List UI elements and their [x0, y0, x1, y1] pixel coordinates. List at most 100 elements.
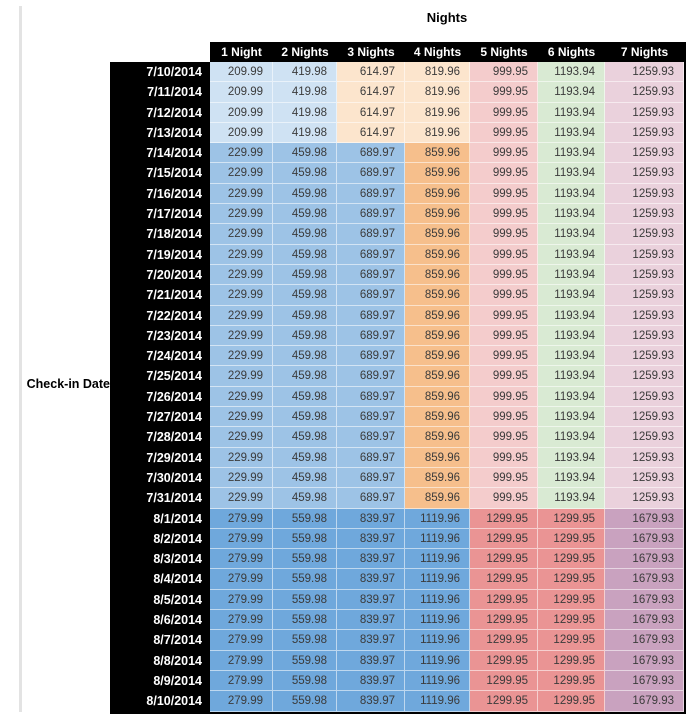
price-cell[interactable]: 839.97	[337, 589, 405, 611]
price-cell[interactable]: 1259.93	[605, 447, 684, 468]
price-cell[interactable]: 689.97	[337, 305, 405, 326]
price-cell[interactable]: 1193.94	[538, 244, 605, 265]
price-cell[interactable]: 559.98	[273, 508, 337, 529]
price-cell[interactable]: 459.98	[273, 325, 337, 347]
price-cell[interactable]: 459.98	[273, 224, 337, 245]
price-cell[interactable]: 614.97	[337, 62, 405, 83]
price-cell[interactable]: 1259.93	[605, 163, 684, 184]
price-cell[interactable]: 1259.93	[605, 488, 684, 509]
price-cell[interactable]: 1679.93	[605, 549, 684, 570]
row-header-date[interactable]: 7/18/2014	[110, 224, 210, 245]
price-cell[interactable]: 419.98	[273, 122, 337, 144]
price-cell[interactable]: 999.95	[470, 204, 538, 225]
price-cell[interactable]: 1193.94	[538, 102, 605, 123]
price-cell[interactable]: 1193.94	[538, 488, 605, 509]
price-cell[interactable]: 1299.95	[470, 528, 538, 550]
price-cell[interactable]: 209.99	[210, 102, 273, 123]
price-cell[interactable]: 209.99	[210, 82, 273, 103]
row-header-date[interactable]: 7/26/2014	[110, 386, 210, 408]
price-cell[interactable]: 1259.93	[605, 143, 684, 164]
row-header-date[interactable]: 8/3/2014	[110, 549, 210, 570]
price-cell[interactable]: 689.97	[337, 467, 405, 489]
price-cell[interactable]: 459.98	[273, 447, 337, 468]
price-cell[interactable]: 999.95	[470, 244, 538, 265]
price-cell[interactable]: 279.99	[210, 528, 273, 550]
price-cell[interactable]: 1299.95	[470, 508, 538, 529]
price-cell[interactable]: 839.97	[337, 528, 405, 550]
price-cell[interactable]: 859.96	[405, 366, 470, 387]
price-cell[interactable]: 459.98	[273, 305, 337, 326]
row-header-date[interactable]: 7/24/2014	[110, 346, 210, 367]
price-cell[interactable]: 859.96	[405, 305, 470, 326]
price-cell[interactable]: 1679.93	[605, 569, 684, 590]
price-cell[interactable]: 1679.93	[605, 589, 684, 611]
price-cell[interactable]: 1119.96	[405, 650, 470, 671]
price-cell[interactable]: 1259.93	[605, 467, 684, 489]
row-header-date[interactable]: 7/25/2014	[110, 366, 210, 387]
price-cell[interactable]: 999.95	[470, 82, 538, 103]
price-cell[interactable]: 1259.93	[605, 264, 684, 286]
price-cell[interactable]: 1259.93	[605, 305, 684, 326]
price-cell[interactable]: 689.97	[337, 427, 405, 448]
price-cell[interactable]: 559.98	[273, 589, 337, 611]
price-cell[interactable]: 1259.93	[605, 285, 684, 306]
price-cell[interactable]: 419.98	[273, 62, 337, 83]
row-header-date[interactable]: 7/28/2014	[110, 427, 210, 448]
price-cell[interactable]: 1259.93	[605, 122, 684, 144]
price-cell[interactable]: 859.96	[405, 407, 470, 428]
price-cell[interactable]: 999.95	[470, 447, 538, 468]
row-header-date[interactable]: 8/1/2014	[110, 508, 210, 529]
price-cell[interactable]: 1193.94	[538, 346, 605, 367]
row-header-date[interactable]: 8/9/2014	[110, 670, 210, 692]
price-cell[interactable]: 559.98	[273, 650, 337, 671]
price-cell[interactable]: 1193.94	[538, 325, 605, 347]
price-cell[interactable]: 1119.96	[405, 589, 470, 611]
price-cell[interactable]: 1259.93	[605, 204, 684, 225]
price-cell[interactable]: 1119.96	[405, 549, 470, 570]
price-cell[interactable]: 1299.95	[470, 670, 538, 692]
price-cell[interactable]: 859.96	[405, 264, 470, 286]
price-cell[interactable]: 559.98	[273, 569, 337, 590]
column-header[interactable]: 2 Nights	[273, 42, 337, 62]
price-cell[interactable]: 1299.95	[538, 549, 605, 570]
price-cell[interactable]: 419.98	[273, 82, 337, 103]
price-cell[interactable]: 859.96	[405, 488, 470, 509]
price-cell[interactable]: 559.98	[273, 528, 337, 550]
price-cell[interactable]: 1119.96	[405, 630, 470, 651]
price-cell[interactable]: 859.96	[405, 386, 470, 408]
row-header-date[interactable]: 7/27/2014	[110, 407, 210, 428]
price-cell[interactable]: 459.98	[273, 244, 337, 265]
row-header-date[interactable]: 7/10/2014	[110, 62, 210, 83]
price-cell[interactable]: 1193.94	[538, 143, 605, 164]
price-cell[interactable]: 1119.96	[405, 610, 470, 631]
price-cell[interactable]: 559.98	[273, 630, 337, 651]
price-cell[interactable]: 689.97	[337, 447, 405, 468]
price-cell[interactable]: 1299.95	[470, 650, 538, 671]
price-cell[interactable]: 689.97	[337, 143, 405, 164]
row-header-date[interactable]: 8/10/2014	[110, 691, 210, 712]
row-header-date[interactable]: 8/4/2014	[110, 569, 210, 590]
price-cell[interactable]: 859.96	[405, 204, 470, 225]
price-cell[interactable]: 1679.93	[605, 630, 684, 651]
price-cell[interactable]: 459.98	[273, 264, 337, 286]
price-cell[interactable]: 1193.94	[538, 163, 605, 184]
price-cell[interactable]: 999.95	[470, 407, 538, 428]
column-header[interactable]: 3 Nights	[337, 42, 405, 62]
price-cell[interactable]: 859.96	[405, 163, 470, 184]
price-cell[interactable]: 1299.95	[538, 569, 605, 590]
price-cell[interactable]: 229.99	[210, 386, 273, 408]
row-header-date[interactable]: 7/21/2014	[110, 285, 210, 306]
price-cell[interactable]: 559.98	[273, 549, 337, 570]
price-cell[interactable]: 229.99	[210, 183, 273, 205]
price-cell[interactable]: 229.99	[210, 407, 273, 428]
price-cell[interactable]: 1193.94	[538, 183, 605, 205]
price-cell[interactable]: 999.95	[470, 467, 538, 489]
price-cell[interactable]: 1679.93	[605, 508, 684, 529]
row-header-date[interactable]: 7/16/2014	[110, 183, 210, 205]
price-cell[interactable]: 1193.94	[538, 305, 605, 326]
price-cell[interactable]: 859.96	[405, 244, 470, 265]
price-cell[interactable]: 1259.93	[605, 82, 684, 103]
price-cell[interactable]: 459.98	[273, 346, 337, 367]
column-header[interactable]: 6 Nights	[538, 42, 605, 62]
price-cell[interactable]: 1299.95	[470, 549, 538, 570]
